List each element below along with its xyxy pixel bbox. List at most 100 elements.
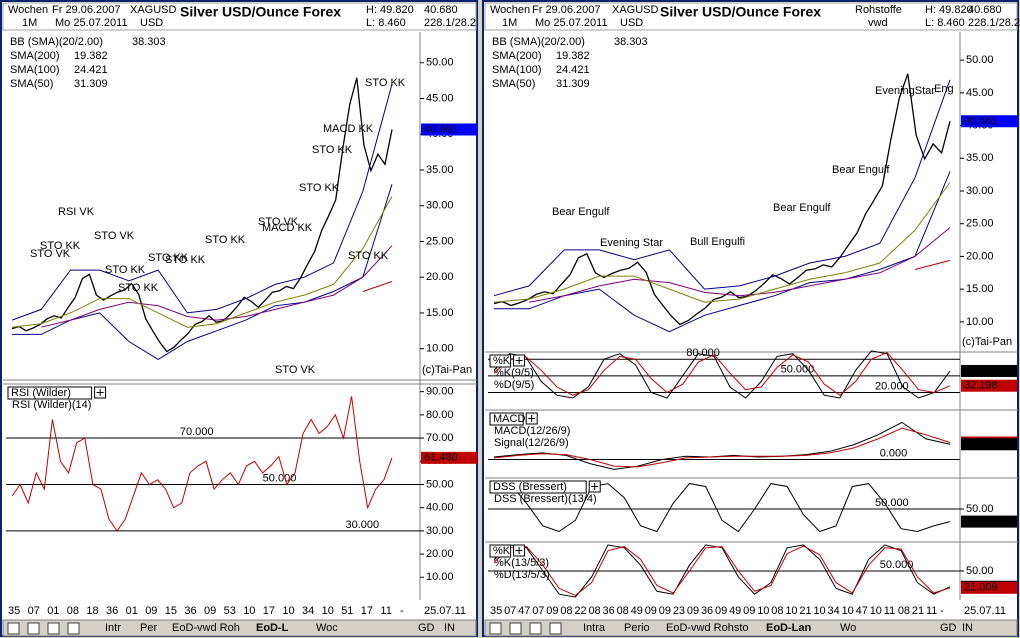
x-tick-label: 11 <box>884 605 895 617</box>
value-tag <box>961 379 1017 392</box>
toolbar-icon[interactable] <box>509 622 522 635</box>
toolbar-icon[interactable] <box>7 622 20 635</box>
x-tick-label: 21 <box>912 605 924 617</box>
pattern-annotation: Bear Engulf <box>832 164 890 176</box>
y-tick-label: 10.00 <box>426 343 454 355</box>
x-tick-label: 09 <box>687 605 699 617</box>
x-tick-label: 10 <box>322 605 334 617</box>
legend-label: SMA(50) <box>492 78 535 90</box>
overlay-line <box>11 84 393 321</box>
legend-label: SMA(100) <box>492 64 542 76</box>
tab-bar <box>484 619 1018 637</box>
x-tick-label: 18 <box>86 605 98 617</box>
legend-label: BB (SMA)(20/2.00) <box>492 36 585 48</box>
x-tick-label: 10 <box>785 605 797 617</box>
x-tick-label: 36 <box>701 605 713 617</box>
x-tick-label: 09 <box>145 605 157 617</box>
legend-label: %K(9/5) <box>494 367 534 379</box>
tab: Per <box>140 622 157 634</box>
indicator-title-box <box>489 354 512 368</box>
value-tag <box>961 515 1017 528</box>
overlay-line <box>11 196 393 328</box>
toolbar-icon[interactable] <box>529 622 542 635</box>
overlay-line <box>493 182 951 303</box>
tab: Intra <box>583 622 606 634</box>
x-tick-label: 34 <box>828 605 840 617</box>
x-axis-bar <box>3 602 476 619</box>
x-tick-label: 53 <box>224 605 236 617</box>
pattern-annotation: STO KK <box>165 254 206 266</box>
header <box>484 2 1018 31</box>
indicator-line <box>493 483 951 533</box>
legend-value: 19.382 <box>74 50 108 62</box>
header-date-from: Fr 29.06.2007 <box>532 4 601 16</box>
y-tick-label: 35.00 <box>426 164 454 176</box>
toolbar-icon[interactable] <box>47 622 60 635</box>
value-tag-label: 32.198 <box>964 380 998 392</box>
header-symbol: XAGUSD <box>612 4 659 16</box>
toolbar-icon[interactable] <box>27 622 40 635</box>
tab-bar <box>2 619 477 637</box>
plus-icon <box>515 357 523 364</box>
overlay-line <box>12 184 393 360</box>
header-date-to: Mo 25.07.2011 <box>55 17 128 29</box>
price-line <box>11 77 393 353</box>
x-tick-label: 11 <box>926 605 937 617</box>
y-tick-label: 10.00 <box>966 316 994 328</box>
pattern-annotation: STO VK <box>258 216 299 228</box>
header-interval: 1M <box>502 17 517 29</box>
x-tick-label: 36 <box>106 605 118 617</box>
x-tick-label: 49 <box>631 605 643 617</box>
level-label: 50.000 <box>880 559 914 571</box>
tab: EoD-vwd Roh <box>172 622 240 634</box>
toolbar-icon[interactable] <box>549 622 562 635</box>
pattern-annotation: STO KK <box>148 252 189 264</box>
x-tick-label: 34 <box>302 605 314 617</box>
value-tag-label: 27.677 <box>964 515 998 527</box>
toolbar-icon[interactable] <box>489 622 502 635</box>
header-date-from: Fr 29.06.2007 <box>52 4 121 16</box>
tab: GD <box>940 622 957 634</box>
overlay-line <box>529 227 951 303</box>
header-interval: 1M <box>22 17 37 29</box>
pattern-annotation: Bear Engulf <box>552 206 610 218</box>
header-volume: 228.1/28.2 <box>424 17 476 29</box>
y-tick-label: 25.00 <box>426 235 454 247</box>
toolbar-icon[interactable] <box>67 622 80 635</box>
legend-label: Signal(12/26/9) <box>494 437 569 449</box>
level-label: 20.000 <box>875 380 909 392</box>
legend-value: 24.421 <box>74 64 108 76</box>
pattern-annotation: STO VK <box>94 230 135 242</box>
x-tick-label: 49 <box>729 605 741 617</box>
indicator-title: MACD <box>493 413 525 425</box>
legend-label: %D(9/5) <box>494 379 534 391</box>
indicator-title-box <box>7 386 93 400</box>
right-window <box>482 0 1019 637</box>
indicator-line <box>11 396 393 532</box>
x-axis-bar <box>485 602 1017 619</box>
tab: Woc <box>316 622 338 634</box>
header <box>2 2 477 31</box>
pattern-annotation: RSI VK <box>58 206 95 218</box>
x-tick-label: 10 <box>282 605 294 617</box>
x-tick-label: 35 <box>8 605 20 617</box>
y-tick-label: 30.00 <box>426 525 454 537</box>
x-tick-label: 08 <box>898 605 910 617</box>
y-tick-label: 20.00 <box>426 548 454 560</box>
end-date: 25.07.11 <box>964 605 1006 617</box>
overlay-line <box>41 245 393 328</box>
indicator-title: DSS (Bressert) <box>493 481 567 493</box>
x-tick-label: 22 <box>574 605 586 617</box>
x-tick-label: 11 <box>380 605 391 617</box>
pattern-annotation: MACD KK <box>262 222 313 234</box>
y-tick-label: 50.00 <box>966 565 994 577</box>
legend-value: 38.303 <box>614 36 648 48</box>
value-tag <box>961 115 1017 128</box>
value-tag <box>961 581 1017 594</box>
indicator-title: %K <box>493 545 511 557</box>
header-date-to: Mo 25.07.2011 <box>535 17 608 29</box>
value-tag-label: 58.811 <box>964 365 997 377</box>
y-tick-label: 20.00 <box>966 250 994 262</box>
pattern-annotation: STO KK <box>105 264 146 276</box>
